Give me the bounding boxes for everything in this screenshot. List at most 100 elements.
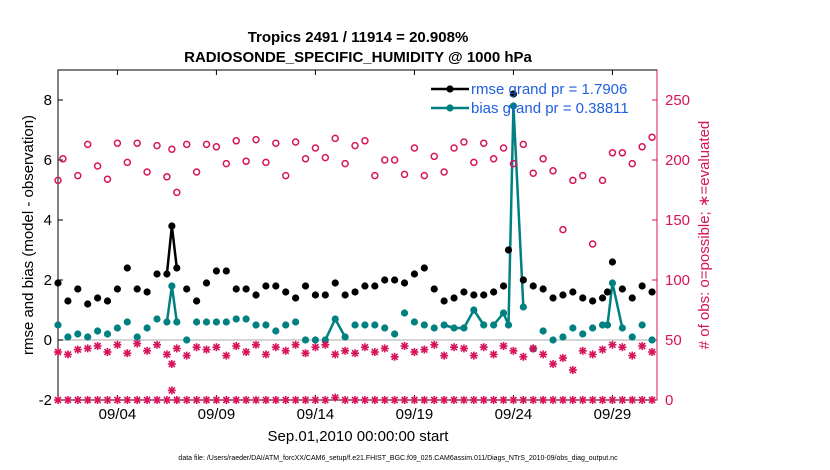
obs-evaluated-stroke bbox=[252, 396, 260, 404]
obs-evaluated-stroke bbox=[470, 352, 478, 360]
obs-evaluated-stroke bbox=[94, 396, 102, 404]
obs-evaluated-point bbox=[430, 396, 439, 404]
rmse-point bbox=[569, 288, 577, 296]
y-right-tick-label: 0 bbox=[665, 392, 673, 409]
obs-evaluated-stroke bbox=[163, 350, 171, 358]
obs-possible-point bbox=[262, 158, 270, 167]
obs-evaluated-stroke bbox=[103, 396, 112, 404]
bias-point bbox=[311, 336, 320, 344]
obs-evaluated-point bbox=[410, 396, 419, 404]
obs-evaluated-stroke bbox=[509, 347, 518, 355]
obs-evaluated-point bbox=[341, 346, 350, 355]
y-right-tick-label: 200 bbox=[665, 152, 690, 169]
obs-possible-point bbox=[222, 159, 231, 168]
rmse-point bbox=[598, 294, 607, 302]
rmse-point-dot bbox=[232, 285, 240, 293]
obs-evaluated-point bbox=[242, 396, 251, 404]
rmse-point bbox=[173, 264, 181, 272]
rmse-point bbox=[193, 297, 201, 305]
obs-possible-point bbox=[182, 140, 191, 149]
series-markers bbox=[54, 90, 657, 404]
obs-possible-point bbox=[479, 139, 488, 147]
obs-evaluated-point bbox=[390, 352, 399, 361]
obs-possible-point bbox=[153, 141, 161, 150]
obs-evaluated-point bbox=[529, 344, 538, 353]
rmse-point-dot bbox=[598, 294, 607, 302]
rmse-point-dot bbox=[499, 282, 508, 290]
obs-evaluated-stroke bbox=[103, 348, 112, 356]
obs-evaluated-point bbox=[459, 396, 468, 404]
obs-evaluated-stroke bbox=[430, 341, 438, 349]
obs-evaluated-stroke bbox=[143, 396, 151, 404]
rmse-point bbox=[143, 288, 151, 296]
obs-possible-point bbox=[301, 155, 310, 163]
bias-point bbox=[559, 333, 567, 341]
obs-evaluated-point bbox=[232, 342, 241, 350]
obs-evaluated-point bbox=[261, 396, 270, 404]
obs-evaluated-point bbox=[311, 396, 320, 404]
bias-point bbox=[391, 330, 399, 338]
obs-evaluated-stroke bbox=[480, 343, 488, 351]
bias-point bbox=[123, 318, 131, 326]
bias-point bbox=[292, 318, 300, 326]
obs-evaluated-point bbox=[252, 396, 261, 404]
obs-evaluated-stroke bbox=[559, 354, 567, 362]
bias-point bbox=[168, 282, 176, 290]
obs-evaluated-stroke bbox=[242, 396, 250, 404]
rmse-point-dot bbox=[371, 282, 379, 290]
obs-evaluated-stroke bbox=[202, 346, 211, 354]
obs-evaluated-stroke bbox=[361, 396, 369, 404]
rmse-point bbox=[490, 288, 498, 296]
bias-point bbox=[450, 324, 458, 332]
obs-evaluated-point bbox=[588, 350, 597, 359]
obs-evaluated-point bbox=[568, 366, 577, 374]
bias-point bbox=[173, 318, 181, 326]
bias-point bbox=[628, 333, 636, 341]
obs-evaluated-stroke bbox=[391, 353, 399, 361]
rmse-point bbox=[420, 264, 428, 272]
rmse-point bbox=[509, 90, 518, 98]
rmse-point bbox=[321, 291, 329, 299]
rmse-point-dot bbox=[321, 291, 329, 299]
rmse-point-dot bbox=[549, 294, 557, 302]
x-tick-label: 09/04 bbox=[99, 406, 137, 423]
rmse-point-dot bbox=[400, 279, 409, 287]
obs-evaluated-point bbox=[172, 344, 181, 353]
obs-evaluated-point bbox=[598, 345, 607, 354]
rmse-point-dot bbox=[202, 279, 211, 287]
legend-marker-bias bbox=[446, 104, 454, 112]
obs-evaluated-stroke bbox=[499, 396, 508, 404]
obs-evaluated-point bbox=[628, 396, 637, 404]
obs-possible-point bbox=[460, 138, 468, 146]
bias-point bbox=[579, 330, 587, 338]
bias-point bbox=[504, 321, 513, 329]
obs-possible-point bbox=[103, 175, 112, 183]
rmse-point-dot bbox=[163, 270, 171, 278]
rmse-point bbox=[84, 300, 92, 308]
rmse-point bbox=[222, 267, 230, 275]
rmse-point-dot bbox=[84, 300, 92, 308]
rmse-point-dot bbox=[282, 288, 290, 296]
rmse-point-dot bbox=[168, 222, 176, 230]
obs-evaluated-stroke bbox=[193, 396, 201, 404]
obs-evaluated-stroke bbox=[133, 396, 141, 404]
obs-evaluated-stroke bbox=[163, 396, 171, 404]
x-tick-label: 09/09 bbox=[198, 406, 236, 423]
obs-evaluated-point bbox=[73, 396, 82, 404]
bias-point bbox=[54, 321, 62, 329]
rmse-point bbox=[123, 264, 131, 272]
y-axis-label: rmse and bias (model - observation) bbox=[20, 115, 37, 355]
y-axis-right-label: # of obs: o=possible; ∗=evaluated bbox=[696, 121, 713, 350]
obs-evaluated-point bbox=[440, 351, 449, 360]
rmse-point-dot bbox=[113, 285, 122, 293]
obs-evaluated-point bbox=[499, 342, 508, 350]
obs-evaluated-point bbox=[202, 345, 211, 354]
obs-possible-point bbox=[569, 176, 577, 185]
obs-evaluated-point bbox=[479, 343, 488, 352]
rmse-point bbox=[628, 294, 636, 302]
rmse-point bbox=[460, 288, 468, 296]
obs-evaluated-point bbox=[54, 396, 62, 404]
obs-evaluated-stroke bbox=[173, 344, 181, 352]
obs-possible-point bbox=[168, 145, 176, 153]
rmse-point bbox=[381, 276, 389, 284]
